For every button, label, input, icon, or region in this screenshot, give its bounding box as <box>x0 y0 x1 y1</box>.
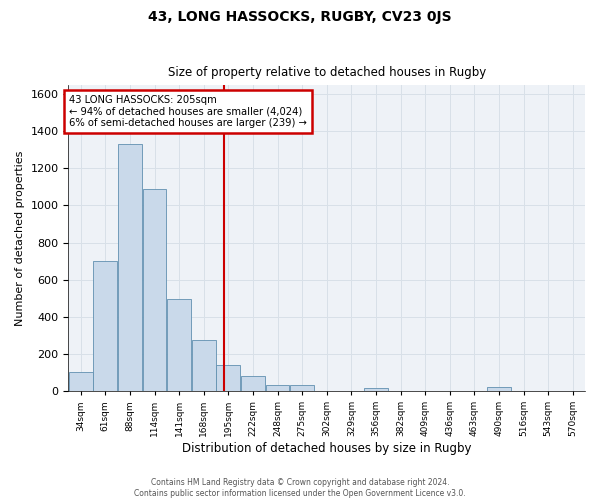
Bar <box>118 144 142 391</box>
Bar <box>364 388 388 391</box>
Bar <box>241 376 265 391</box>
Title: Size of property relative to detached houses in Rugby: Size of property relative to detached ho… <box>167 66 486 80</box>
Text: Contains HM Land Registry data © Crown copyright and database right 2024.
Contai: Contains HM Land Registry data © Crown c… <box>134 478 466 498</box>
Y-axis label: Number of detached properties: Number of detached properties <box>15 150 25 326</box>
Bar <box>94 261 117 391</box>
Bar <box>192 340 215 391</box>
Bar <box>69 372 92 391</box>
Bar <box>290 384 314 391</box>
Text: 43 LONG HASSOCKS: 205sqm
← 94% of detached houses are smaller (4,024)
6% of semi: 43 LONG HASSOCKS: 205sqm ← 94% of detach… <box>70 95 307 128</box>
Bar <box>266 384 289 391</box>
Bar <box>487 388 511 391</box>
Bar <box>217 365 240 391</box>
X-axis label: Distribution of detached houses by size in Rugby: Distribution of detached houses by size … <box>182 442 472 455</box>
Bar <box>167 299 191 391</box>
Bar <box>143 189 166 391</box>
Text: 43, LONG HASSOCKS, RUGBY, CV23 0JS: 43, LONG HASSOCKS, RUGBY, CV23 0JS <box>148 10 452 24</box>
